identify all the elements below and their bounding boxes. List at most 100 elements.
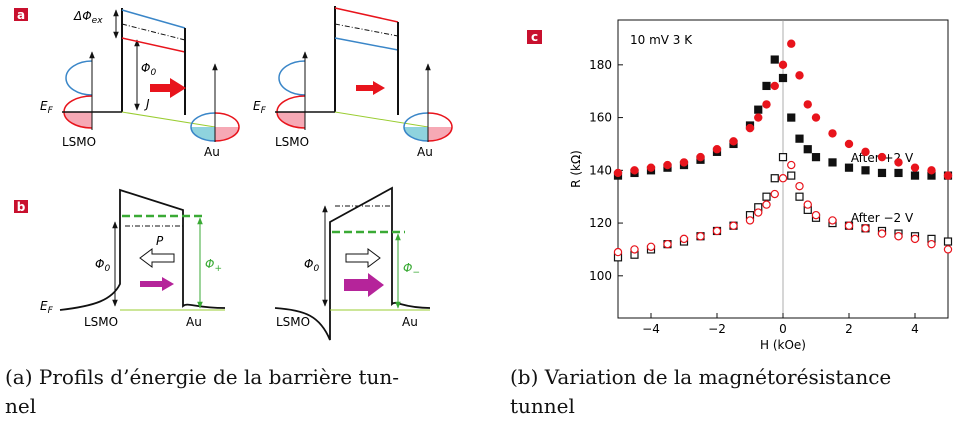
point [844,139,854,149]
current-arrow [140,277,174,291]
y-tick-label: 120 [589,216,612,230]
panel-label-box [527,30,542,44]
lsmo-filled [277,112,305,128]
au-band [190,112,216,142]
barrier-bottom [334,37,399,51]
point [910,234,920,244]
barrier-mid [334,23,399,37]
lsmo-label: LSMO [62,135,96,149]
current-arrow [150,78,186,98]
point [894,232,903,241]
au-band [427,112,453,142]
au-band [214,112,240,142]
lsmo-up-band [278,60,306,96]
caption-line: (b) Variation de la magnétorésistance [510,365,891,389]
point [877,168,887,178]
point [679,234,689,244]
polarization-arrow [345,248,381,268]
band-diagram-right: EF LSMO Au [253,6,453,159]
point [646,242,656,251]
caption-line: nel [5,394,36,418]
point [943,245,953,254]
x-tick-label: 0 [779,322,787,336]
point [745,216,755,225]
point [927,166,936,175]
panel-label: a [17,8,25,22]
panel-label-box [14,8,28,21]
phi0-label: Φ0 [141,61,156,78]
x-tick-label: −2 [708,322,726,336]
au-label: Au [417,145,433,159]
point [663,160,672,170]
polarization-label: P [156,234,164,248]
barrier-bottom [121,37,186,53]
caption-line: tunnel [510,394,575,418]
y-tick-label: 180 [589,58,612,72]
barrier-profile [274,186,431,341]
point [679,158,689,167]
point [927,239,936,249]
x-tick-label: 2 [845,322,853,336]
point [795,181,804,191]
point [803,100,812,109]
bias-line [334,111,429,128]
current-arrow [344,273,384,297]
annotation: 10 mV 3 K [630,33,693,47]
point [696,232,705,241]
point [778,174,788,183]
point [613,247,623,257]
point [630,245,639,254]
au-filled [404,127,428,141]
barrier-top [334,7,399,23]
point [894,168,903,178]
lsmo-label: LSMO [276,315,310,329]
point [762,200,771,209]
fermi-label: EF [40,99,54,116]
barrier-right: Φ0 Φ− LSMO Au [274,186,431,341]
barrier-left: Φ0 Φ+ P EF LSMO Au [40,188,226,329]
point [943,171,953,180]
point [803,200,812,209]
point [811,210,821,220]
caption-line: (a) Profils d’énergie de la barrière tun… [5,365,399,389]
point [778,60,788,70]
point [613,168,623,178]
point [729,221,738,230]
point [844,163,854,172]
point [861,147,870,157]
phi-plus-label: Φ+ [205,257,222,274]
point [894,158,903,167]
point [877,152,887,162]
au-filled [428,127,452,141]
point [696,152,705,162]
band-diagram-left: ΔΦex Φ0 EF LSMO J Au [40,8,240,159]
x-axis-label: H (kOe) [760,338,806,352]
point [877,229,887,238]
x-tick-label: −4 [642,322,660,336]
au-label: Au [402,315,418,329]
point [844,221,854,230]
panel-b: b Φ0 Φ+ P EF LSMO Au Φ0 Φ− LSMO Au [14,186,431,341]
y-tick-label: 140 [589,163,612,177]
point [910,163,920,172]
point [787,113,796,122]
bias-line [121,111,216,128]
au-label: Au [186,315,202,329]
point [663,239,672,249]
point [811,113,821,122]
point [762,81,771,91]
au-band [403,112,429,142]
point [745,123,755,133]
point [770,189,779,199]
barrier-mid [121,23,186,41]
point [828,129,837,138]
fermi-label: EF [253,99,267,116]
phi0-label: Φ0 [304,257,319,274]
barrier-top [121,9,186,29]
chart: c −4 −2 0 2 4 100 120 140 160 180 H (kOe) R (kΩ) 10 … [527,19,953,352]
point [754,208,763,217]
phi-minus-label: Φ− [403,261,420,278]
au-filled [215,127,239,141]
au-filled [191,127,215,141]
point [770,81,779,91]
